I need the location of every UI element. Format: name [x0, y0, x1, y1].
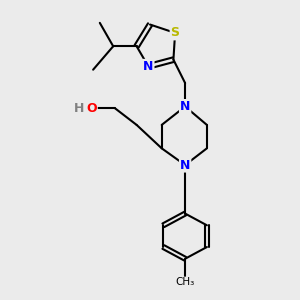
- Text: N: N: [180, 100, 190, 113]
- Text: S: S: [171, 26, 180, 39]
- Text: H: H: [74, 102, 84, 115]
- Text: CH₃: CH₃: [176, 277, 195, 287]
- Text: N: N: [180, 159, 190, 172]
- Text: N: N: [143, 60, 154, 73]
- Text: O: O: [86, 102, 97, 115]
